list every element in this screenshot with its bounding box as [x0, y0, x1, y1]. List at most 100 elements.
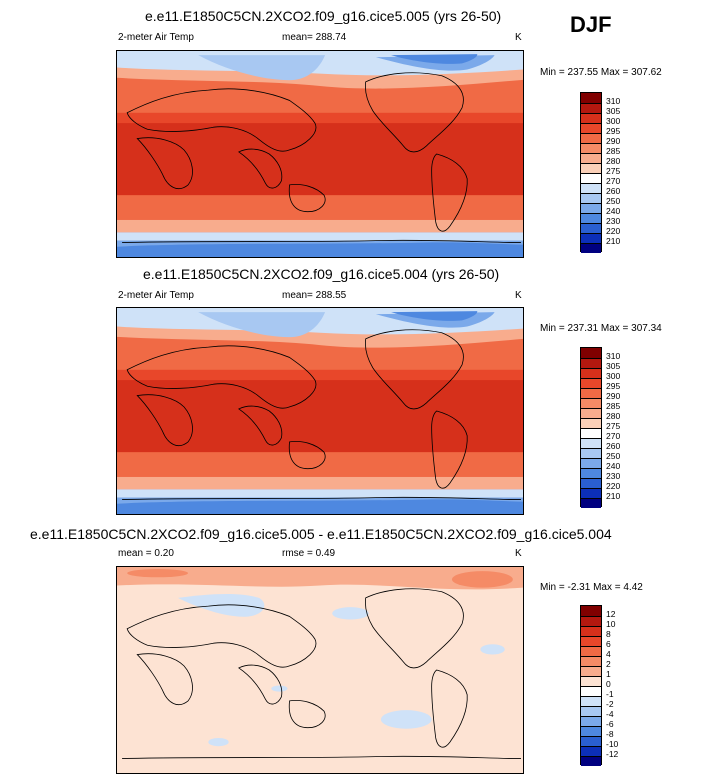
- colorbar-swatch: [581, 378, 601, 388]
- colorbar-swatch: [581, 153, 601, 163]
- colorbar-label: 260: [606, 186, 621, 196]
- colorbar-label: 300: [606, 116, 621, 126]
- colorbar-swatch: [581, 716, 601, 726]
- colorbar-label: -2: [606, 699, 614, 709]
- colorbar-swatch: [581, 468, 601, 478]
- colorbar-swatch: [581, 183, 601, 193]
- panel-1-mean: mean= 288.74: [282, 32, 347, 43]
- colorbar-label: 270: [606, 431, 621, 441]
- colorbar-swatch: [581, 388, 601, 398]
- panel-2-units: K: [515, 290, 522, 301]
- panel-1-map: [116, 50, 524, 258]
- colorbar-swatch: [581, 123, 601, 133]
- continent-outlines: [122, 329, 521, 500]
- colorbar-label: 0: [606, 679, 611, 689]
- colorbar-label: 310: [606, 351, 621, 361]
- colorbar-label: -1: [606, 689, 614, 699]
- panel-1-colorbar: [580, 92, 602, 253]
- panel-2-minmax: Min = 237.31 Max = 307.34: [540, 323, 662, 334]
- colorbar-label: -6: [606, 719, 614, 729]
- colorbar-label: -12: [606, 749, 619, 759]
- colorbar-label: 240: [606, 461, 621, 471]
- colorbar-label: 2: [606, 659, 611, 669]
- panel-3-colorbar: [580, 605, 602, 766]
- colorbar-swatch: [581, 348, 601, 358]
- colorbar-swatch: [581, 193, 601, 203]
- colorbar-swatch: [581, 458, 601, 468]
- colorbar-label: 210: [606, 491, 621, 501]
- colorbar-label: 275: [606, 166, 621, 176]
- colorbar-label: -8: [606, 729, 614, 739]
- panel-2-colorbar-labels: 310 305 300 295 290 285 280 275 270 260 250 240 230 2…: [606, 347, 636, 507]
- colorbar-label: 290: [606, 391, 621, 401]
- colorbar-swatch: [581, 756, 601, 766]
- colorbar-swatch: [581, 656, 601, 666]
- panel-2-map: [116, 307, 524, 515]
- panel-3-minmax: Min = -2.31 Max = 4.42: [540, 582, 643, 593]
- colorbar-swatch: [581, 706, 601, 716]
- temperature-field: [117, 51, 523, 257]
- colorbar-swatch: [581, 143, 601, 153]
- colorbar-label: 240: [606, 206, 621, 216]
- panel-2-mean: mean= 288.55: [282, 290, 347, 301]
- colorbar-label: 300: [606, 371, 621, 381]
- colorbar-swatch: [581, 163, 601, 173]
- colorbar-label: 10: [606, 619, 616, 629]
- colorbar-swatch: [581, 736, 601, 746]
- colorbar-swatch: [581, 408, 601, 418]
- colorbar-label: 8: [606, 629, 611, 639]
- colorbar-swatch: [581, 726, 601, 736]
- colorbar-label: 295: [606, 126, 621, 136]
- colorbar-swatch: [581, 428, 601, 438]
- panel-2-variable: 2-meter Air Temp: [118, 290, 194, 301]
- colorbar-swatch: [581, 676, 601, 686]
- colorbar-swatch: [581, 498, 601, 508]
- panel-1-units: K: [515, 32, 522, 43]
- colorbar-label: 305: [606, 361, 621, 371]
- panel-1-colorbar-labels: 310 305 300 295 290 285 280 275 270 260 250 240 230 2…: [606, 92, 636, 252]
- colorbar-swatch: [581, 438, 601, 448]
- colorbar-label: 260: [606, 441, 621, 451]
- colorbar-swatch: [581, 103, 601, 113]
- panel-3-rmse: rmse = 0.49: [282, 548, 336, 559]
- colorbar-label: 280: [606, 411, 621, 421]
- panel-2-title: e.e11.E1850C5CN.2XCO2.f09_g16.cice5.004 …: [143, 266, 500, 282]
- colorbar-swatch: [581, 696, 601, 706]
- panel-3-units: K: [515, 548, 522, 559]
- panel-3-mean: mean = 0.20: [118, 548, 174, 559]
- colorbar-swatch: [581, 478, 601, 488]
- colorbar-label: 275: [606, 421, 621, 431]
- colorbar-swatch: [581, 448, 601, 458]
- season-label: DJF: [570, 12, 612, 37]
- colorbar-swatch: [581, 243, 601, 253]
- colorbar-label: 250: [606, 451, 621, 461]
- colorbar-label: 285: [606, 146, 621, 156]
- panel-3-colorbar-labels: 12 10 8 6 4 2 1 0 -1 -2 -4 -6 -8 -10 -12: [606, 605, 636, 765]
- colorbar-swatch: [581, 358, 601, 368]
- continent-outlines: [122, 588, 521, 759]
- panel-3-map: [116, 566, 524, 774]
- colorbar-swatch: [581, 666, 601, 676]
- colorbar-swatch: [581, 93, 601, 103]
- colorbar-swatch: [581, 418, 601, 428]
- panel-1-title: e.e11.E1850C5CN.2XCO2.f09_g16.cice5.005 …: [145, 8, 502, 24]
- colorbar-swatch: [581, 646, 601, 656]
- colorbar-swatch: [581, 223, 601, 233]
- colorbar-swatch: [581, 368, 601, 378]
- colorbar-swatch: [581, 213, 601, 223]
- colorbar-swatch: [581, 746, 601, 756]
- continent-outlines: [122, 72, 521, 243]
- colorbar-swatch: [581, 488, 601, 498]
- colorbar-label: 270: [606, 176, 621, 186]
- colorbar-label: 295: [606, 381, 621, 391]
- colorbar-label: 290: [606, 136, 621, 146]
- colorbar-label: 285: [606, 401, 621, 411]
- colorbar-swatch: [581, 233, 601, 243]
- colorbar-label: 250: [606, 196, 621, 206]
- panel-2-colorbar: [580, 347, 602, 508]
- colorbar-label: 310: [606, 96, 621, 106]
- colorbar-label: 1: [606, 669, 611, 679]
- colorbar-label: 280: [606, 156, 621, 166]
- colorbar-label: 220: [606, 226, 621, 236]
- colorbar-swatch: [581, 133, 601, 143]
